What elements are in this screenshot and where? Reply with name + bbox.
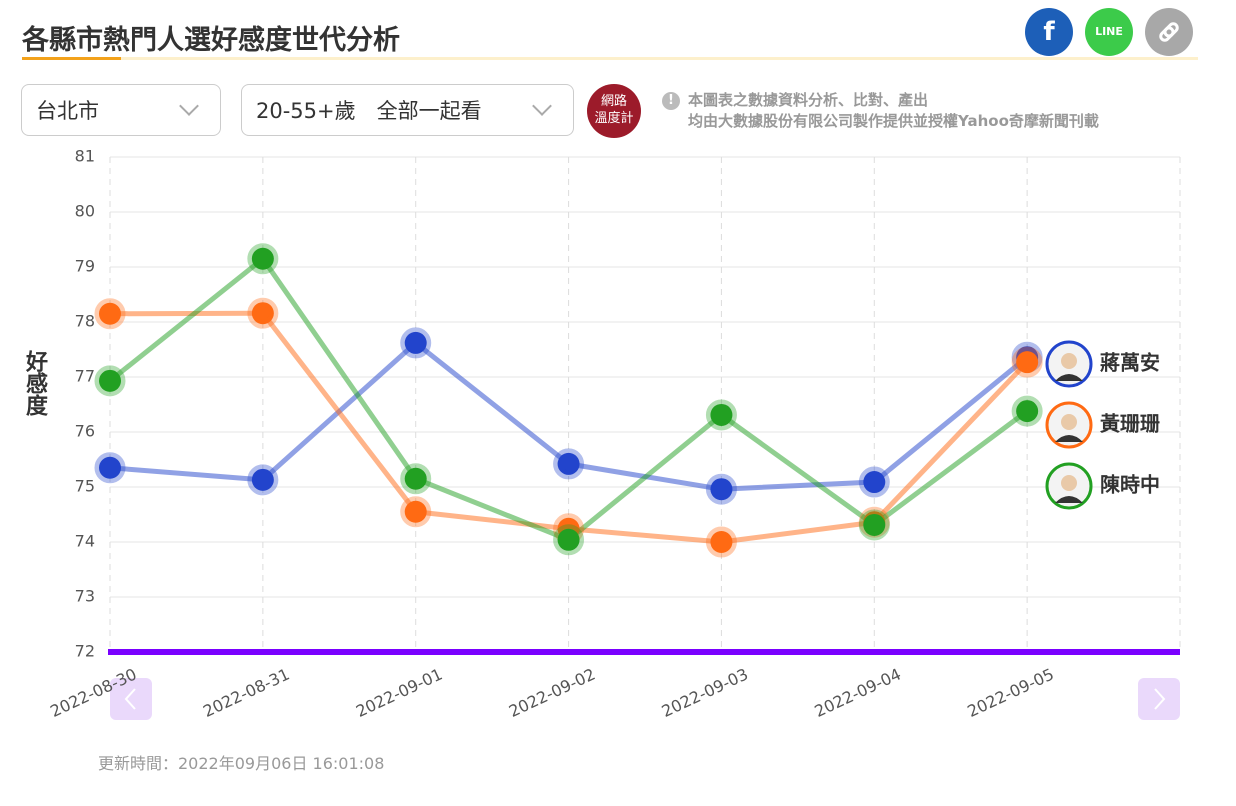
data-point <box>400 496 432 528</box>
avatar-head <box>1061 353 1077 369</box>
next-icon <box>1154 688 1166 710</box>
data-point <box>400 327 432 359</box>
data-point <box>858 466 890 498</box>
avatar-head <box>1061 414 1077 430</box>
y-tick-label: 77 <box>75 367 95 386</box>
avatar-body <box>1055 374 1083 381</box>
legend-label: 黃珊珊 <box>1100 412 1160 436</box>
logo-text: 溫度計 <box>594 111 634 126</box>
avatar-body <box>1055 496 1083 503</box>
y-tick-label: 75 <box>75 477 95 496</box>
data-point <box>705 473 737 505</box>
x-tick-label: 2022-09-03 <box>659 664 751 721</box>
legend-item: 黃珊珊 <box>1045 401 1160 449</box>
logo: 網路 溫度計 <box>587 84 641 138</box>
legend-item: 陳時中 <box>1045 462 1160 510</box>
note-line: 均由大數據股份有限公司製作提供並授權Yahoo奇摩新聞刊載 <box>688 112 1099 130</box>
data-point <box>400 463 432 495</box>
title: 各縣市熱門人選好感度世代分析 <box>22 25 400 56</box>
link-icon <box>1159 22 1179 42</box>
next-button[interactable] <box>1138 678 1180 720</box>
data-point <box>553 448 585 480</box>
y-tick-label: 73 <box>75 587 95 606</box>
prev-icon <box>124 688 136 710</box>
data-point <box>1011 395 1043 427</box>
data-point <box>247 243 279 275</box>
y-tick-label: 76 <box>75 422 95 441</box>
note-line: 本圖表之數據資料分析、比對、產出 <box>688 91 929 109</box>
data-point <box>705 399 737 431</box>
data-point <box>247 464 279 496</box>
prev-button[interactable] <box>110 678 152 720</box>
legend-label: 陳時中 <box>1100 473 1160 497</box>
logo-text: 網路 <box>600 94 627 109</box>
info-icon: ! <box>662 92 680 110</box>
line-button[interactable]: LINE <box>1085 8 1133 56</box>
data-point <box>94 452 126 484</box>
y-tick-label: 80 <box>75 202 95 221</box>
facebook-button[interactable]: f <box>1025 8 1073 56</box>
y-tick-label: 72 <box>75 642 95 661</box>
note: ! 本圖表之數據資料分析、比對、產出 均由大數據股份有限公司製作提供並授權Yah… <box>662 90 1099 132</box>
title-accent <box>22 57 121 60</box>
avatar-head <box>1061 475 1077 491</box>
data-point <box>94 365 126 397</box>
y-tick-label: 79 <box>75 257 95 276</box>
legend-label: 蔣萬安 <box>1100 351 1160 375</box>
age-value: 20-55+歲 全部一起看 <box>256 99 482 123</box>
x-tick-label: 2022-09-02 <box>506 664 598 721</box>
link-button[interactable] <box>1145 8 1193 56</box>
city-select[interactable]: 台北市 <box>21 84 221 136</box>
x-tick-label: 2022-09-01 <box>353 664 445 721</box>
y-axis-label: 好感度 <box>22 349 49 417</box>
data-point <box>94 298 126 330</box>
data-point <box>705 526 737 558</box>
x-tick-label: 2022-09-04 <box>812 664 904 721</box>
update-time: 更新時間：2022年09月06日 16:01:08 <box>98 754 385 773</box>
y-tick-label: 78 <box>75 312 95 331</box>
data-point <box>858 509 890 541</box>
x-tick-label: 2022-09-05 <box>964 664 1056 721</box>
x-tick-label: 2022-08-31 <box>200 664 292 721</box>
y-tick-label: 74 <box>75 532 95 551</box>
title-rule <box>22 57 1198 60</box>
age-select[interactable]: 20-55+歲 全部一起看 <box>241 84 574 136</box>
data-point <box>247 297 279 329</box>
city-value: 台北市 <box>36 99 99 123</box>
avatar-body <box>1055 435 1083 442</box>
data-point <box>1011 346 1043 378</box>
data-point <box>553 524 585 556</box>
legend-item: 蔣萬安 <box>1045 340 1160 388</box>
y-tick-label: 81 <box>75 147 95 166</box>
